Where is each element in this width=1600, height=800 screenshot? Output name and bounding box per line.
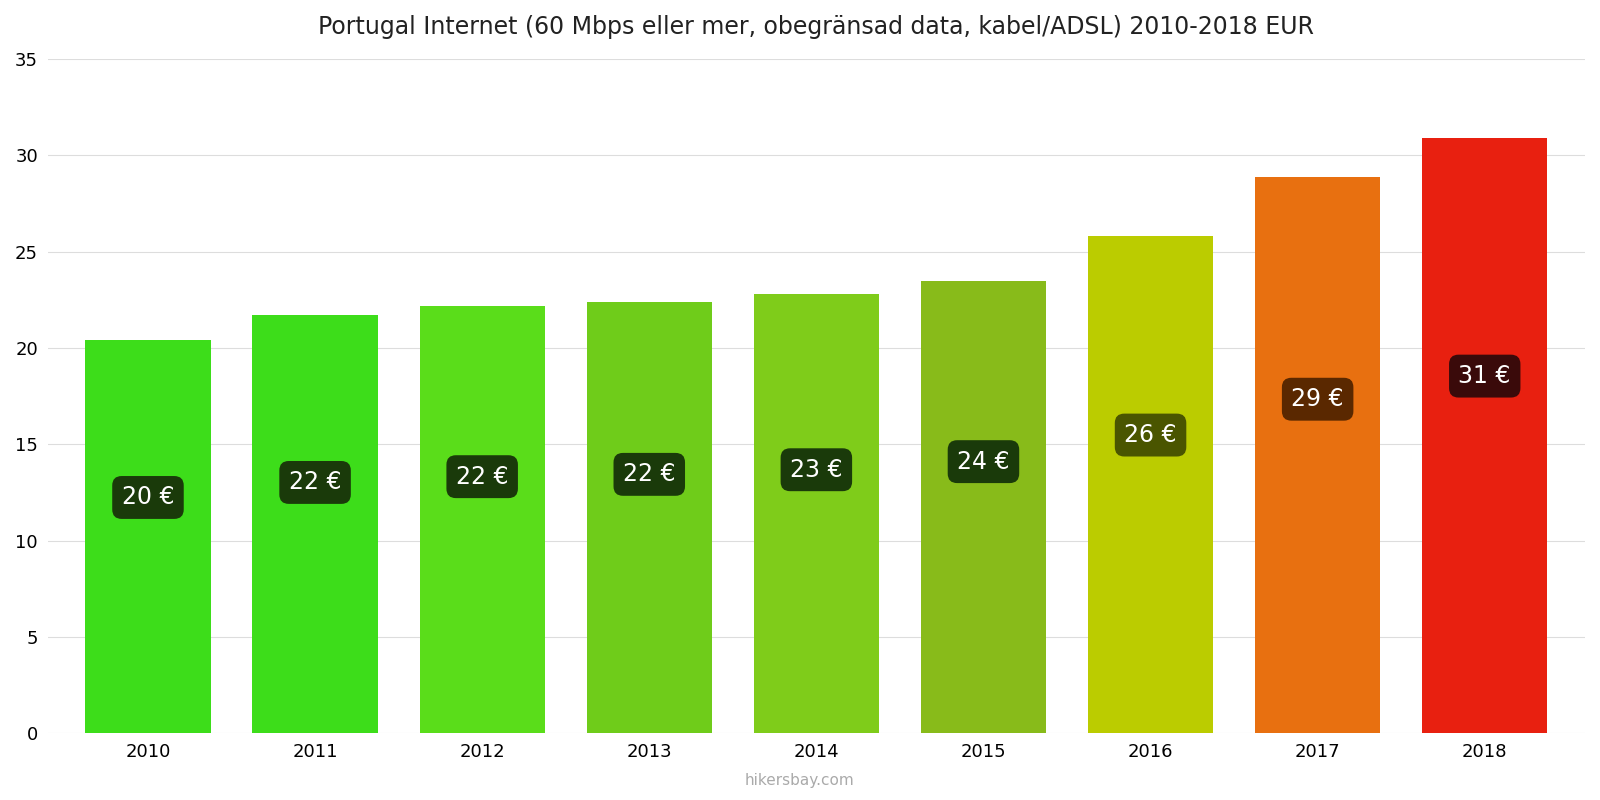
- Text: 24 €: 24 €: [957, 450, 1010, 474]
- Bar: [754, 294, 878, 734]
- Text: 31 €: 31 €: [1459, 364, 1510, 388]
- Text: 22 €: 22 €: [456, 465, 509, 489]
- Title: Portugal Internet (60 Mbps eller mer, obegränsad data, kabel/ADSL) 2010-2018 EUR: Portugal Internet (60 Mbps eller mer, ob…: [318, 15, 1314, 39]
- Text: 29 €: 29 €: [1291, 387, 1344, 411]
- Bar: [1254, 177, 1381, 734]
- Text: 22 €: 22 €: [288, 470, 341, 494]
- Bar: [1088, 236, 1213, 734]
- Bar: [419, 306, 546, 734]
- Text: 22 €: 22 €: [622, 462, 675, 486]
- Text: 26 €: 26 €: [1125, 423, 1178, 447]
- Bar: [1422, 138, 1547, 734]
- Bar: [587, 302, 712, 734]
- Text: hikersbay.com: hikersbay.com: [746, 773, 854, 788]
- Text: 23 €: 23 €: [790, 458, 843, 482]
- Bar: [85, 340, 211, 734]
- Bar: [920, 281, 1046, 734]
- Bar: [253, 315, 378, 734]
- Text: 20 €: 20 €: [122, 486, 174, 510]
